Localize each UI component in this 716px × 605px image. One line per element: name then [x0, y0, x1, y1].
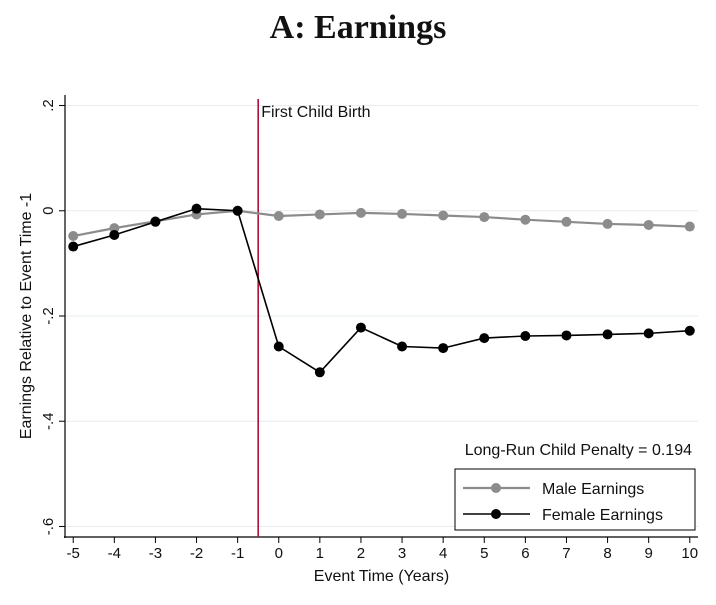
data-point-female: [150, 217, 160, 227]
chart: A: Earnings .2 0 -.2 -.4 -.6 -5 -4 -3 -2 -1 0 1 2 3 4 5…: [0, 0, 716, 600]
series-line-female: [73, 209, 690, 373]
data-point-female: [479, 333, 489, 343]
x-tick-label: 7: [562, 545, 570, 562]
data-point-female: [603, 329, 613, 339]
y-tick-label: -.2: [40, 307, 57, 325]
data-point-female: [561, 330, 571, 340]
x-tick-label: 8: [603, 545, 611, 562]
x-tick-label: 1: [316, 545, 324, 562]
y-tick-label: 0: [40, 207, 57, 215]
y-tick-label: .2: [40, 99, 57, 112]
data-point-male: [356, 208, 366, 218]
x-axis-label: Event Time (Years): [314, 568, 449, 585]
data-point-female: [68, 242, 78, 252]
data-point-female: [315, 367, 325, 377]
x-tick-label: -2: [190, 545, 203, 562]
data-point-female: [520, 331, 530, 341]
x-tick-label: 9: [645, 545, 653, 562]
child-penalty-annotation: Long-Run Child Penalty = 0.194: [465, 442, 692, 459]
data-point-male: [274, 211, 284, 221]
x-tick-label: 3: [398, 545, 406, 562]
data-point-female: [274, 342, 284, 352]
data-point-male: [68, 231, 78, 241]
data-point-male: [315, 209, 325, 219]
event-line-label: First Child Birth: [261, 104, 370, 121]
x-tick-label: -4: [108, 545, 121, 562]
data-point-male: [438, 210, 448, 220]
data-point-female: [397, 342, 407, 352]
x-tick-label: 0: [275, 545, 283, 562]
chart-title: A: Earnings: [270, 9, 447, 46]
x-tick-label: -1: [231, 545, 244, 562]
data-point-female: [356, 323, 366, 333]
x-tick-label: 4: [439, 545, 447, 562]
data-point-male: [561, 217, 571, 227]
x-tick-label: 6: [521, 545, 529, 562]
x-tick-label: 10: [681, 545, 698, 562]
data-point-male: [603, 219, 613, 229]
data-point-female: [644, 328, 654, 338]
data-point-female: [109, 230, 119, 240]
data-point-male: [685, 222, 695, 232]
legend-label: Male Earnings: [542, 481, 644, 498]
series-line-male: [73, 211, 690, 236]
data-point-female: [685, 326, 695, 336]
x-tick-label: 2: [357, 545, 365, 562]
legend-marker: [491, 483, 501, 493]
legend-marker: [491, 509, 501, 519]
y-tick-label: -.4: [40, 412, 57, 430]
x-tick-label: 5: [480, 545, 488, 562]
data-point-male: [397, 209, 407, 219]
y-tick-label: -.6: [40, 518, 57, 536]
x-tick-label: -5: [67, 545, 80, 562]
y-axis-label: Earnings Relative to Event Time -1: [18, 193, 35, 439]
data-point-female: [438, 343, 448, 353]
data-point-female: [192, 204, 202, 214]
data-point-female: [233, 206, 243, 216]
data-point-male: [479, 212, 489, 222]
legend-label: Female Earnings: [542, 507, 663, 524]
data-point-male: [644, 220, 654, 230]
x-tick-label: -3: [149, 545, 162, 562]
earnings-chart: A: Earnings .2 0 -.2 -.4 -.6 -5 -4 -3 -2 -1 0 1 2 3 4 5…: [0, 0, 716, 600]
data-point-male: [520, 215, 530, 225]
